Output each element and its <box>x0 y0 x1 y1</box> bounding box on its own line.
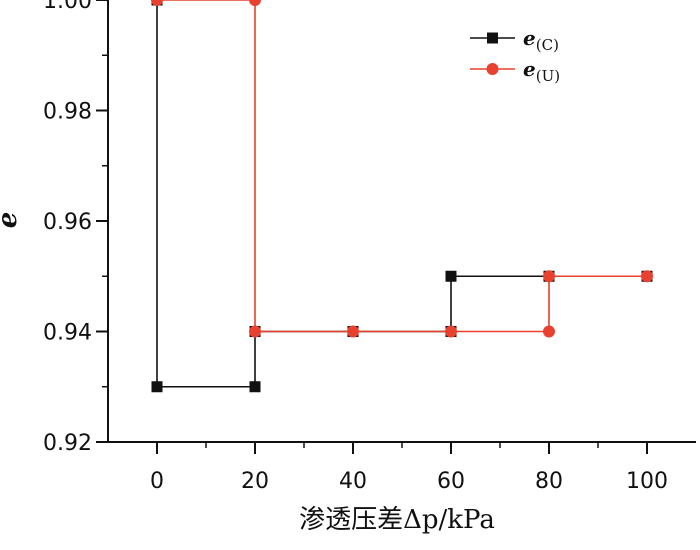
y-tick-label: 0.96 <box>43 210 92 235</box>
series-c-point-marker <box>249 381 261 393</box>
legend-entry-u: e(U) <box>470 57 560 85</box>
legend-label-c: e(C) <box>523 26 559 54</box>
legend-entry-c: e(C) <box>470 26 559 54</box>
y-axis-title: e <box>0 212 23 229</box>
x-tick-label: 40 <box>339 469 367 494</box>
legend-label-u: e(U) <box>523 57 560 85</box>
series-c <box>151 0 653 393</box>
y-tick-label: 1.00 <box>43 0 92 14</box>
series-layer <box>151 0 653 393</box>
x-tick-label: 0 <box>150 469 164 494</box>
series-u <box>151 0 653 338</box>
y-tick-label: 0.98 <box>43 100 92 125</box>
series-u-point-marker <box>249 325 261 338</box>
y-tick-label: 0.92 <box>43 431 92 456</box>
x-tick-label: 60 <box>437 469 465 494</box>
series-u-point-marker <box>151 0 163 6</box>
legend: e(C) e(U) <box>470 26 560 85</box>
x-tick-label: 100 <box>626 469 668 494</box>
series-u-point-marker <box>543 325 555 338</box>
x-tick-label: 80 <box>535 469 563 494</box>
legend-c-marker <box>487 32 498 44</box>
series-u-point-marker <box>543 270 555 283</box>
y-tick-label: 0.94 <box>43 321 92 346</box>
series-c-point-marker <box>445 270 457 282</box>
series-u-point-marker <box>641 270 653 283</box>
x-tick-label: 20 <box>241 469 269 494</box>
ticks-layer: 0 20 40 60 80 100 0.92 0.94 0.96 0.98 1.00 <box>43 0 668 494</box>
series-u-point-marker <box>347 325 359 338</box>
series-line-u <box>157 0 647 333</box>
series-line-c <box>156 0 647 388</box>
x-axis-title: 渗透压差Δp/kPa <box>299 505 495 535</box>
legend-u-marker <box>486 63 499 75</box>
series-u-point-marker <box>249 0 261 6</box>
plot-frame <box>107 0 696 443</box>
series-c-point-marker <box>151 381 163 393</box>
series-u-point-marker <box>445 325 457 338</box>
